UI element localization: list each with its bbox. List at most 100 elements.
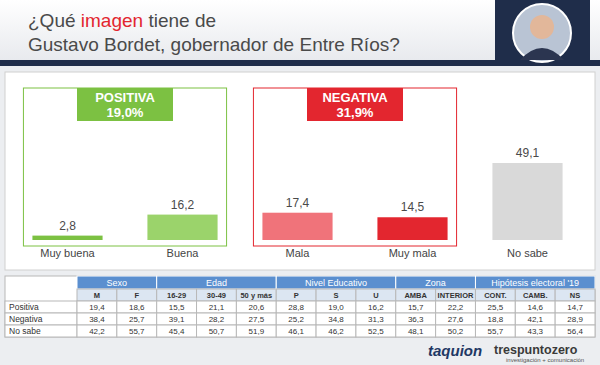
title-line-2: Gustavo Bordet, gobernador de Entre Ríos… [28, 34, 400, 55]
table-cell [117, 301, 157, 313]
table-cell-text: 48,1 [408, 327, 424, 336]
bar [262, 213, 332, 240]
table-cell [77, 313, 117, 325]
table-header-cell [276, 289, 316, 301]
table-cell [515, 325, 555, 337]
summary-label: NEGATIVA [322, 90, 388, 105]
x-tick: No sabe [507, 247, 548, 259]
data-label: 14,5 [401, 200, 425, 214]
table-cell [356, 325, 396, 337]
table-cell [157, 325, 197, 337]
portrait-suit [520, 48, 564, 60]
table-cell [316, 313, 356, 325]
table-row-label: Negativa [9, 314, 43, 324]
table-cell [356, 301, 396, 313]
table-cell-text: 36,3 [408, 315, 424, 324]
table-cell-text: 39,1 [169, 315, 185, 324]
table: SexoMFEdad16-2930-4950 y másNivel Educat… [5, 276, 595, 337]
table-row-header [5, 325, 77, 337]
title-line-1: ¿Qué imagen tiene de [28, 10, 216, 31]
table-group-label: Zona [425, 278, 446, 288]
table-cell [197, 325, 237, 337]
table-header-cell [117, 289, 157, 301]
table-cell-text: 21,1 [209, 303, 225, 312]
table-cell [236, 301, 276, 313]
x-tick: Mala [286, 247, 311, 259]
table-frame [5, 276, 595, 337]
title-part: tiene de [143, 10, 216, 31]
table-column-label: F [134, 291, 139, 300]
table-cell-text: 43,3 [527, 327, 543, 336]
table-row-header [5, 301, 77, 313]
x-tick-label: Muy mala [389, 247, 438, 259]
table-cell [117, 325, 157, 337]
table-column-label: S [333, 291, 338, 300]
table-group-label: Sexo [107, 278, 128, 288]
table-column-label: 16-29 [167, 291, 186, 300]
chart-panel [5, 72, 595, 270]
table-cell-text: 46,1 [288, 327, 304, 336]
table-cell [356, 313, 396, 325]
table-column-label: P [294, 291, 299, 300]
x-tick-label: No sabe [507, 247, 548, 259]
table-cell-text: 19,0 [328, 303, 344, 312]
table-group-label: Nivel Educativo [305, 278, 367, 288]
x-tick-label: Buena [167, 247, 200, 259]
table-header-cell [555, 289, 595, 301]
summary-frame [23, 88, 226, 246]
portrait-frame [513, 4, 571, 62]
bar [492, 163, 562, 240]
summary-label: POSITIVA [95, 90, 155, 105]
table-column-label: M [94, 291, 100, 300]
table-cell-text: 25,5 [488, 303, 504, 312]
portrait-band [495, 0, 590, 66]
table-cell [316, 325, 356, 337]
data-label: 2,8 [59, 219, 76, 233]
table-cell [515, 301, 555, 313]
table-cell [475, 313, 515, 325]
table-cell [236, 313, 276, 325]
table-cell-text: 14,6 [527, 303, 543, 312]
table-cell-text: 34,8 [328, 315, 344, 324]
bar [32, 236, 102, 240]
table-header-cell [475, 289, 515, 301]
table-cell [436, 325, 476, 337]
table-column-label: NS [570, 291, 580, 300]
summary-box: NEGATIVA31,9% [253, 88, 456, 246]
x-axis: Muy buenaBuenaMalaMuy malaNo sabe [40, 247, 548, 259]
table-cell-text: 46,2 [328, 327, 344, 336]
table-header-cell [197, 289, 237, 301]
summary-box: POSITIVA19,0% [23, 88, 226, 246]
summary-value: 31,9% [337, 105, 374, 120]
table-header-cell [396, 289, 436, 301]
table-cell-text: 42,1 [527, 315, 543, 324]
table-header-cell [236, 289, 276, 301]
table-column-label: CAMB. [523, 291, 548, 300]
table-cell [276, 325, 316, 337]
table-cell [117, 313, 157, 325]
table-cell-text: 18,6 [129, 303, 145, 312]
table-cell [555, 301, 595, 313]
table-cell-text: 20,6 [249, 303, 265, 312]
bar [147, 215, 217, 240]
table-cell [396, 313, 436, 325]
table-cell-text: 28,9 [567, 315, 583, 324]
table-group-cell [77, 276, 157, 289]
table-cell-text: 28,2 [209, 315, 225, 324]
title-part: ¿Qué [28, 10, 81, 31]
table-column-label: 50 y más [240, 291, 272, 300]
background [0, 0, 600, 365]
table-cell-text: 27,5 [249, 315, 265, 324]
table-header-cell [77, 289, 117, 301]
table-cell-text: 18,8 [488, 315, 504, 324]
table-group-cell [276, 276, 396, 289]
table-cell [436, 301, 476, 313]
data-label: 17,4 [286, 196, 310, 210]
title-part: imagen [81, 10, 143, 31]
x-tick: Muy mala [389, 247, 438, 259]
table-group-cell [157, 276, 277, 289]
table-cell [157, 313, 197, 325]
table-cell-text: 25,7 [129, 315, 145, 324]
table-group-cell [475, 276, 595, 289]
logo-tagline: investigación + comunicación [506, 357, 584, 363]
